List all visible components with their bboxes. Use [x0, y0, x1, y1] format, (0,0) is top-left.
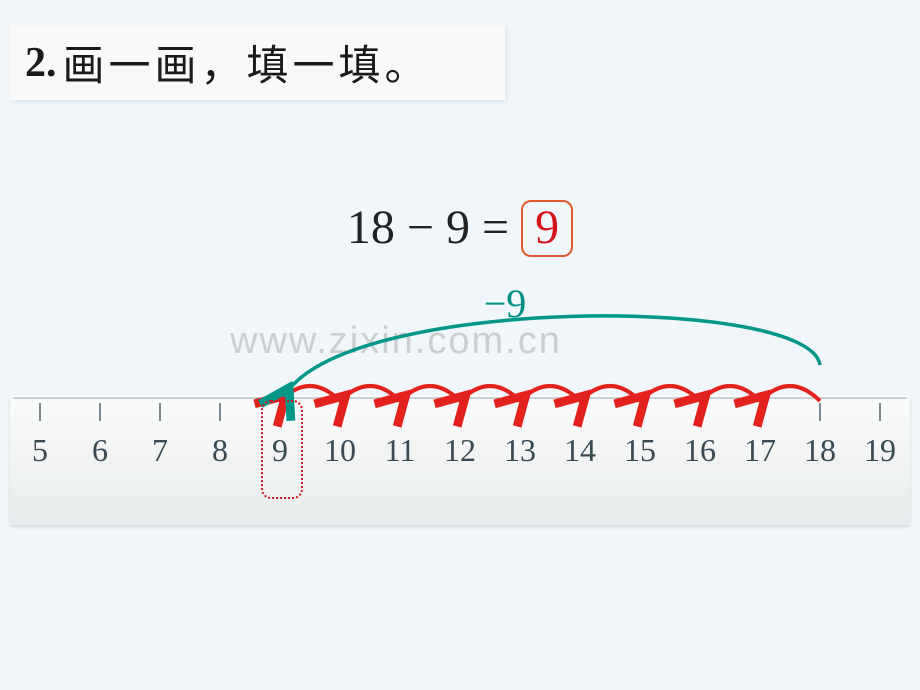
question-text: 画一画，填一填。	[63, 32, 431, 93]
eq-minus: −	[407, 201, 434, 254]
ruler-background	[10, 395, 910, 525]
eq-right: 9	[446, 201, 470, 254]
eq-left: 18	[347, 201, 395, 254]
equation: 18 − 9 = 9	[0, 200, 920, 257]
question-number: 2.	[25, 39, 57, 87]
eq-equals: =	[482, 201, 509, 254]
answer-box: 9	[521, 200, 573, 257]
watermark: www.zixin.com.cn	[230, 320, 562, 363]
dotted-answer-box	[261, 400, 303, 499]
question-title: 2. 画一画，填一填。	[10, 25, 505, 100]
